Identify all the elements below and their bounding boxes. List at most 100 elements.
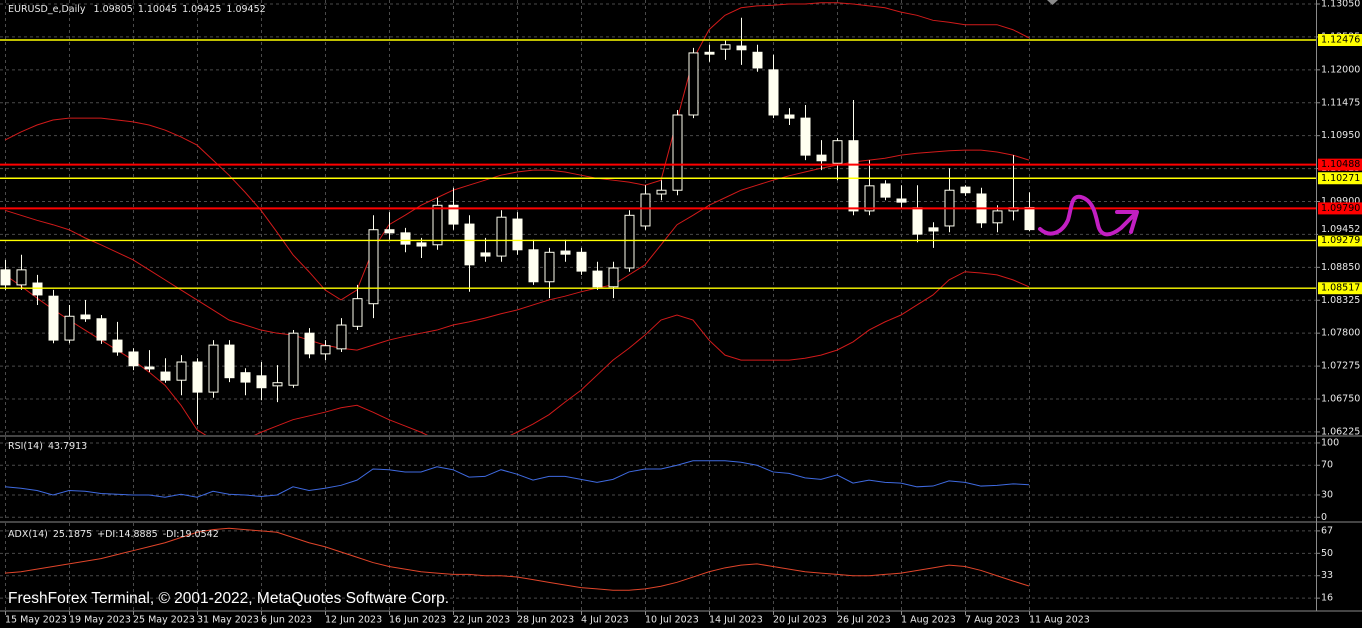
- candle-body: [384, 229, 395, 234]
- x-tick-label: 4 Jul 2023: [581, 615, 629, 626]
- bollinger-band: [4, 271, 1030, 435]
- candle-body: [240, 372, 251, 383]
- adx-value: 25.1875: [53, 529, 92, 540]
- candle-body: [272, 382, 283, 387]
- current-price-label: 1.09452: [1321, 224, 1360, 235]
- level-label: 1.12476: [1321, 35, 1360, 46]
- candle-body: [720, 44, 731, 50]
- candle-body: [608, 267, 619, 288]
- header-low: 1.09425: [182, 4, 221, 15]
- y-tick-label: 50: [1321, 548, 1333, 559]
- candle-body: [656, 189, 667, 195]
- y-tick-label: 1.12000: [1321, 64, 1360, 75]
- panel-0: [0, 2, 1316, 435]
- candle-body: [768, 69, 779, 116]
- candle-body: [336, 324, 347, 350]
- candle-body: [512, 218, 523, 251]
- candle-body: [1024, 206, 1035, 231]
- y-tick-label: 1.13050: [1321, 0, 1360, 10]
- candle-body: [208, 344, 219, 393]
- candle-body: [576, 251, 587, 272]
- panel-2: [0, 527, 1316, 599]
- level-label: 1.09790: [1321, 203, 1360, 214]
- panel-1: [0, 442, 1316, 518]
- candle-body: [848, 140, 859, 212]
- hand-drawn-arrow: [1038, 194, 1139, 237]
- candle-body: [528, 249, 539, 283]
- y-tick-label: 1.06750: [1321, 394, 1360, 405]
- x-tick-label: 25 May 2023: [133, 615, 195, 626]
- candle-body: [480, 252, 491, 257]
- x-tick-label: 12 Jun 2023: [325, 615, 382, 626]
- x-tick-label: 6 Jun 2023: [261, 615, 312, 626]
- x-tick-label: 28 Jun 2023: [517, 615, 574, 626]
- x-tick-label: 26 Jul 2023: [837, 615, 891, 626]
- candle-body: [368, 229, 379, 305]
- candle-body: [464, 223, 475, 266]
- candle-body: [960, 186, 971, 194]
- footer: FreshForex Terminal, © 2001-2022, MetaQu…: [8, 590, 449, 607]
- x-tick-label: 1 Aug 2023: [901, 615, 956, 626]
- candle-body: [256, 375, 267, 389]
- candle-body: [544, 251, 555, 283]
- candle-body: [704, 51, 715, 55]
- candle-body: [144, 366, 155, 370]
- chart-header: EURUSD_e,Daily 1.09805 1.10045 1.09425 1.094…: [8, 4, 266, 15]
- y-tick-label: 100: [1321, 437, 1339, 448]
- level-label: 1.09279: [1321, 235, 1360, 246]
- candle-body: [288, 332, 299, 386]
- y-tick-label: 1.11475: [1321, 97, 1360, 108]
- candle-body: [400, 232, 411, 245]
- y-tick-label: 1.07275: [1321, 361, 1360, 372]
- candle-body: [32, 282, 43, 296]
- candle-body: [16, 269, 27, 286]
- level-label-box: [1318, 202, 1362, 215]
- level-label-box: [1318, 158, 1362, 171]
- level-label: 1.10488: [1321, 159, 1360, 170]
- candle-body: [352, 298, 363, 327]
- y-tick-label: 1.08325: [1321, 295, 1360, 306]
- candle-body: [0, 269, 11, 286]
- header-high: 1.10045: [138, 4, 177, 15]
- plus-di-value: 14.8885: [118, 529, 157, 540]
- candle-body: [416, 242, 427, 247]
- y-tick-label: 30: [1321, 489, 1333, 500]
- rsi-value: 43.7913: [48, 441, 87, 452]
- candle-body: [80, 314, 91, 320]
- current-price-box: [1318, 223, 1362, 236]
- x-tick-label: 14 Jul 2023: [709, 615, 763, 626]
- x-tick-label: 10 Jul 2023: [645, 615, 699, 626]
- candle-body: [992, 210, 1003, 224]
- candle-body: [736, 45, 747, 51]
- header-open: 1.09805: [94, 4, 133, 15]
- candle-body: [880, 183, 891, 198]
- header-close: 1.09452: [226, 4, 265, 15]
- candle-body: [96, 318, 107, 341]
- candle-body: [832, 140, 843, 164]
- candle-body: [912, 207, 923, 235]
- minus-di-label: -DI:: [163, 529, 180, 540]
- level-label-box: [1318, 282, 1362, 295]
- y-tick-label: 33: [1321, 570, 1333, 581]
- y-tick-label: 1.06225: [1321, 426, 1360, 437]
- indicator-line: [4, 527, 1030, 591]
- adx-title: ADX(14): [8, 529, 48, 540]
- candle-body: [112, 339, 123, 353]
- y-tick-label: 1.09900: [1321, 196, 1360, 207]
- x-tick-label: 11 Aug 2023: [1029, 615, 1090, 626]
- candle-body: [784, 114, 795, 119]
- minus-di-value: 19.0542: [179, 529, 218, 540]
- level-label-box: [1318, 34, 1362, 47]
- level-label: 1.08517: [1321, 283, 1360, 294]
- candle-body: [448, 204, 459, 225]
- x-tick-label: 15 May 2023: [5, 615, 67, 626]
- y-tick-label: 67: [1321, 525, 1333, 536]
- plus-di-label: +DI:: [97, 529, 118, 540]
- level-label-box: [1318, 234, 1362, 247]
- candle-body: [496, 216, 507, 257]
- indicator-line: [4, 460, 1030, 498]
- candle-body: [640, 193, 651, 227]
